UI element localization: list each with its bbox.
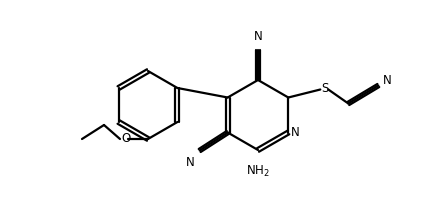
Text: N: N [186, 156, 195, 168]
Text: N: N [254, 30, 262, 43]
Text: N: N [383, 74, 392, 87]
Text: O: O [122, 133, 131, 145]
Text: S: S [321, 82, 329, 95]
Text: NH$_2$: NH$_2$ [246, 164, 270, 179]
Text: N: N [291, 126, 300, 139]
